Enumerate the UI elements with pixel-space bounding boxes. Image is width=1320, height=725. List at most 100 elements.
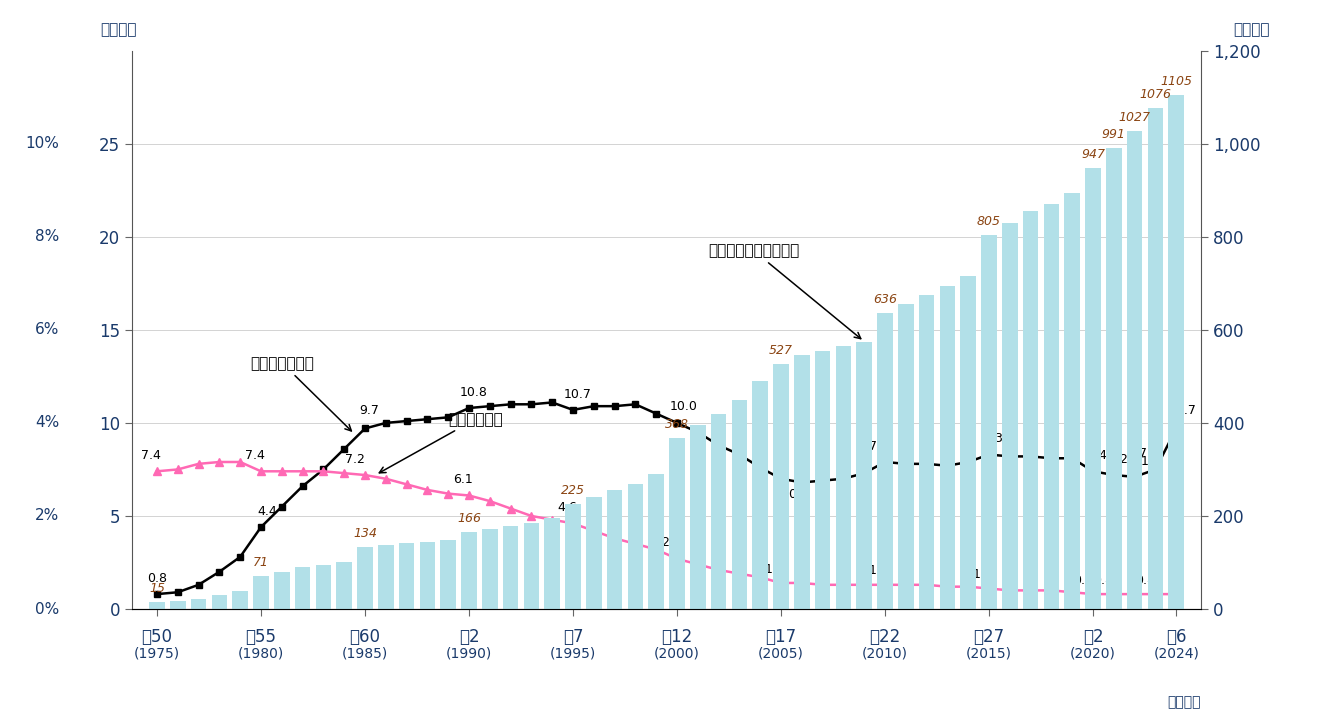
Bar — [669, 438, 685, 609]
Bar — [253, 576, 269, 609]
Bar — [191, 599, 206, 609]
Text: 991: 991 — [1102, 128, 1126, 141]
Text: 剱7: 剱7 — [562, 629, 583, 647]
Bar — [627, 484, 643, 609]
Bar — [149, 602, 165, 609]
Text: 1076: 1076 — [1139, 88, 1171, 102]
Bar — [315, 565, 331, 609]
Text: 7.0: 7.0 — [777, 488, 797, 501]
Bar — [690, 426, 706, 609]
Text: 368: 368 — [665, 418, 689, 431]
Text: 9.7: 9.7 — [1176, 405, 1196, 418]
Text: 金利（左軸）: 金利（左軸） — [379, 412, 503, 473]
Bar — [731, 399, 747, 609]
Bar — [774, 364, 789, 609]
Text: 225: 225 — [561, 484, 585, 497]
Bar — [1064, 193, 1080, 609]
Bar — [961, 276, 975, 609]
Bar — [420, 542, 436, 609]
Text: 636: 636 — [873, 293, 898, 306]
Text: 7.4: 7.4 — [244, 449, 265, 462]
Text: 10.8: 10.8 — [459, 386, 487, 399]
Text: 8.3: 8.3 — [983, 432, 1003, 445]
Text: 列12: 列12 — [661, 629, 693, 647]
Text: 2%: 2% — [36, 508, 59, 523]
Bar — [170, 601, 186, 609]
Text: 527: 527 — [770, 344, 793, 357]
Text: 7.4: 7.4 — [1088, 449, 1107, 462]
Text: 0.8: 0.8 — [147, 572, 166, 585]
Bar — [857, 341, 873, 609]
Text: (2020): (2020) — [1071, 647, 1115, 660]
Text: （兆円）: （兆円） — [1233, 22, 1270, 37]
Text: 0.8: 0.8 — [1073, 573, 1093, 587]
Bar — [878, 313, 892, 609]
Bar — [1106, 148, 1122, 609]
Bar — [275, 572, 289, 609]
Bar — [940, 286, 956, 609]
Text: 1105: 1105 — [1160, 75, 1192, 88]
Bar — [441, 540, 455, 609]
Bar — [1002, 223, 1018, 609]
Bar — [898, 304, 913, 609]
Bar — [211, 595, 227, 609]
Text: 7.1: 7.1 — [1129, 455, 1148, 468]
Text: 947: 947 — [1081, 149, 1105, 162]
Bar — [648, 474, 664, 609]
Text: 7.2: 7.2 — [1107, 452, 1127, 465]
Text: 映55: 映55 — [246, 629, 276, 647]
Text: (1975): (1975) — [133, 647, 180, 660]
Text: 6.1: 6.1 — [453, 473, 473, 486]
Text: 0.8: 0.8 — [1093, 573, 1114, 587]
Text: 列27: 列27 — [973, 629, 1005, 647]
Text: (1995): (1995) — [550, 647, 597, 660]
Text: 剱2: 剱2 — [458, 629, 479, 647]
Text: 805: 805 — [977, 215, 1001, 228]
Bar — [1044, 204, 1059, 609]
Text: 1.3: 1.3 — [869, 564, 888, 577]
Text: 7.9: 7.9 — [869, 439, 888, 452]
Bar — [836, 346, 851, 609]
Text: 10%: 10% — [25, 136, 59, 152]
Bar — [337, 563, 352, 609]
Bar — [461, 531, 477, 609]
Text: (2000): (2000) — [655, 647, 700, 660]
Text: (1985): (1985) — [342, 647, 388, 660]
Text: 1.1: 1.1 — [973, 568, 993, 581]
Bar — [752, 381, 768, 609]
Text: 映60: 映60 — [350, 629, 380, 647]
Text: (2010): (2010) — [862, 647, 908, 660]
Bar — [710, 413, 726, 609]
Text: 4%: 4% — [36, 415, 59, 431]
Bar — [795, 355, 809, 609]
Text: 列17: 列17 — [766, 629, 796, 647]
Bar — [1085, 168, 1101, 609]
Text: 10.0: 10.0 — [669, 399, 697, 413]
Text: 7.2: 7.2 — [345, 452, 364, 465]
Text: (1990): (1990) — [446, 647, 492, 660]
Text: (2015): (2015) — [966, 647, 1012, 660]
Bar — [607, 490, 623, 609]
Bar — [1023, 211, 1039, 609]
Bar — [565, 505, 581, 609]
Bar — [482, 529, 498, 609]
Text: (2024): (2024) — [1154, 647, 1199, 660]
Text: 15: 15 — [149, 582, 165, 595]
Bar — [1147, 109, 1163, 609]
Bar — [524, 523, 539, 609]
Text: 134: 134 — [352, 526, 378, 539]
Text: 1.4: 1.4 — [764, 563, 784, 576]
Text: （年度）: （年度） — [1168, 695, 1201, 710]
Text: 0.8: 0.8 — [1135, 573, 1155, 587]
Text: （兆円）: （兆円） — [100, 22, 136, 37]
Bar — [814, 351, 830, 609]
Text: 列22: 列22 — [870, 629, 900, 647]
Text: (1980): (1980) — [238, 647, 284, 660]
Text: 166: 166 — [457, 512, 480, 525]
Text: 4.6: 4.6 — [557, 501, 577, 514]
Bar — [981, 234, 997, 609]
Bar — [503, 526, 519, 609]
Text: 普通国債残高（右軸）: 普通国債残高（右軸） — [709, 244, 861, 339]
Text: 令6: 令6 — [1166, 629, 1187, 647]
Text: 9.7: 9.7 — [359, 405, 379, 418]
